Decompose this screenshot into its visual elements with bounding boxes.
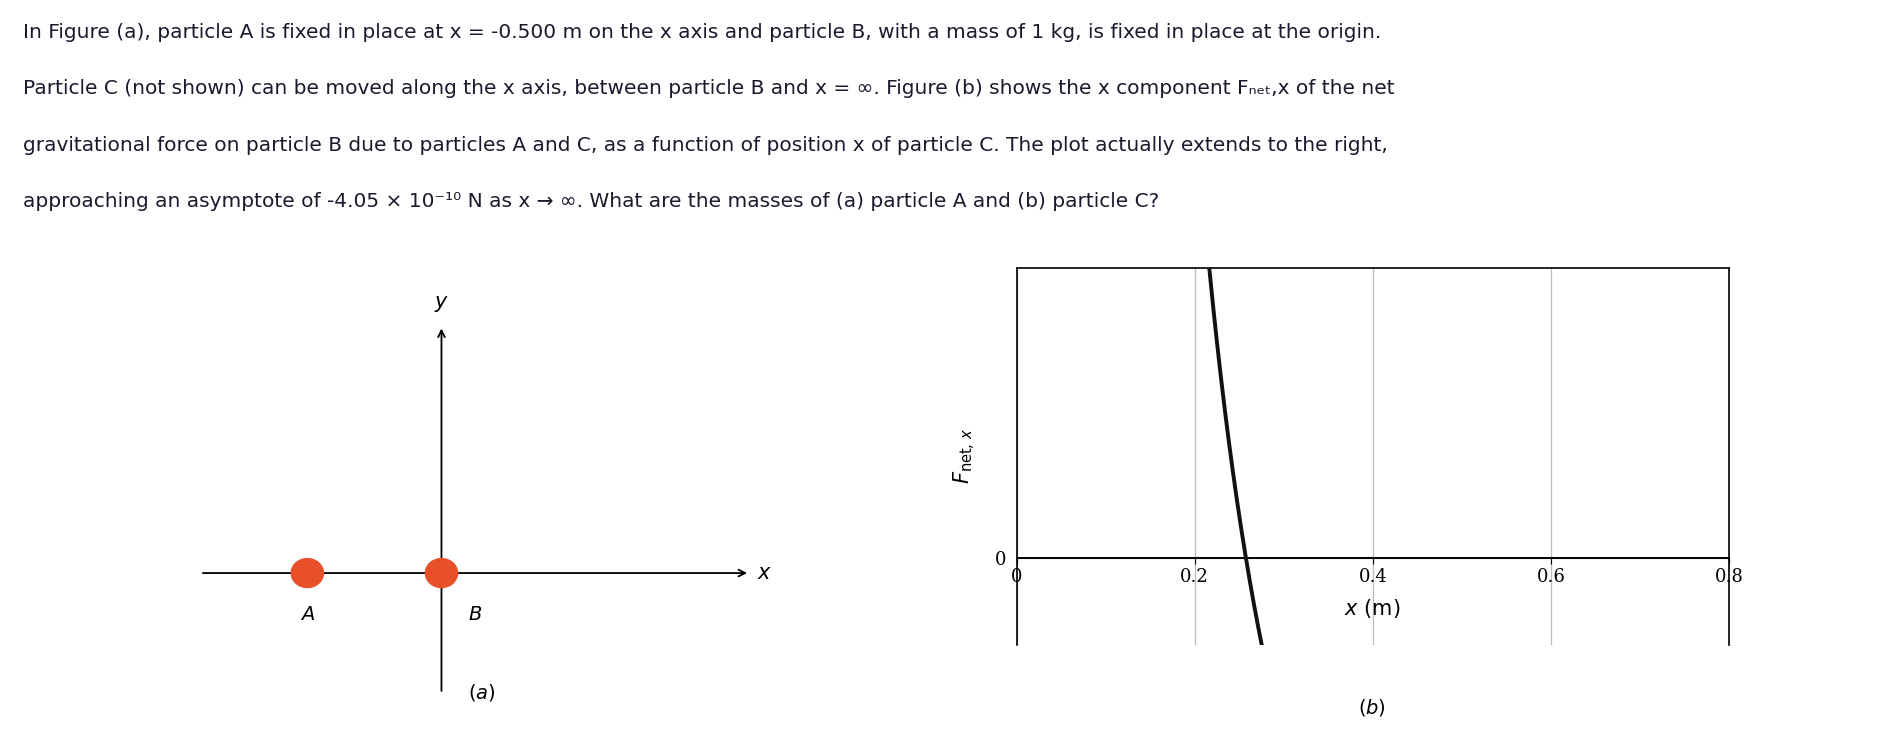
Text: $(a)$: $(a)$: [467, 682, 496, 703]
Text: $y$: $y$: [433, 293, 448, 314]
Circle shape: [291, 559, 323, 587]
X-axis label: $x\ (\mathrm{m})$: $x\ (\mathrm{m})$: [1345, 597, 1400, 621]
Text: approaching an asymptote of -4.05 × 10⁻¹⁰ N as x → ∞. What are the masses of (a): approaching an asymptote of -4.05 × 10⁻¹…: [23, 192, 1159, 211]
Text: $(b)$: $(b)$: [1358, 697, 1385, 718]
Text: gravitational force on particle B due to particles A and C, as a function of pos: gravitational force on particle B due to…: [23, 136, 1387, 155]
Text: $B$: $B$: [467, 606, 483, 624]
Circle shape: [426, 559, 458, 587]
Text: $F_{\mathrm{net},\,x}$: $F_{\mathrm{net},\,x}$: [952, 428, 978, 485]
Text: $x$: $x$: [756, 563, 771, 583]
Text: $A$: $A$: [300, 606, 315, 624]
Text: In Figure (a), particle A is fixed in place at x = -0.500 m on the x axis and pa: In Figure (a), particle A is fixed in pl…: [23, 23, 1381, 41]
Text: Particle C (not shown) can be moved along the x axis, between particle B and x =: Particle C (not shown) can be moved alon…: [23, 79, 1395, 98]
